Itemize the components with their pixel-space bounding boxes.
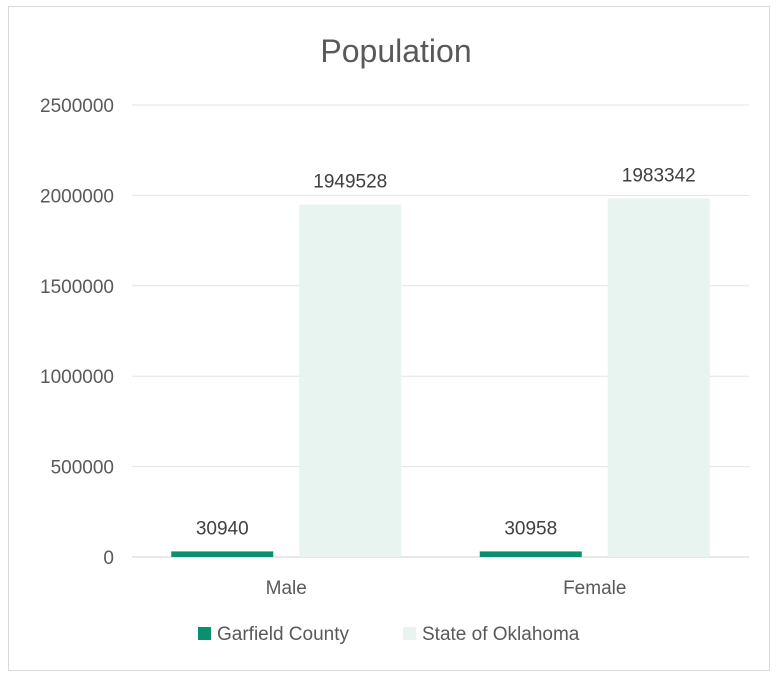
data-labels: 30940 1949528 30958 1983342 [196,165,696,539]
x-category-label: Female [563,578,626,599]
legend-swatch-state [403,627,416,640]
y-tick-label: 1500000 [40,277,114,298]
population-chart: Population 0 500000 1000000 1500000 2000000 2… [40,33,749,645]
legend: Garfield County State of Oklahoma [198,624,580,645]
bar-female-state [607,198,710,557]
y-tick-label: 2000000 [40,186,114,207]
bar-male-county [171,551,274,557]
legend-label: Garfield County [217,624,350,645]
legend-label: State of Oklahoma [422,624,580,645]
data-label: 30940 [196,518,249,539]
bars [171,198,710,558]
data-label: 1983342 [622,165,696,186]
legend-swatch-county [198,627,211,640]
y-axis-ticks: 0 500000 1000000 1500000 2000000 2500000 [40,96,114,569]
bar-male-state [299,204,402,558]
x-axis-categories: Male Female [266,578,627,599]
x-category-label: Male [266,578,307,599]
bar-female-county [479,551,582,557]
chart-title: Population [320,33,471,69]
y-tick-label: 2500000 [40,96,114,117]
y-tick-label: 500000 [51,458,114,479]
chart-frame: Population 0 500000 1000000 1500000 2000000 2… [8,6,770,671]
data-label: 30958 [504,518,557,539]
data-label: 1949528 [313,172,387,193]
y-tick-label: 0 [103,548,114,569]
y-tick-label: 1000000 [40,367,114,388]
